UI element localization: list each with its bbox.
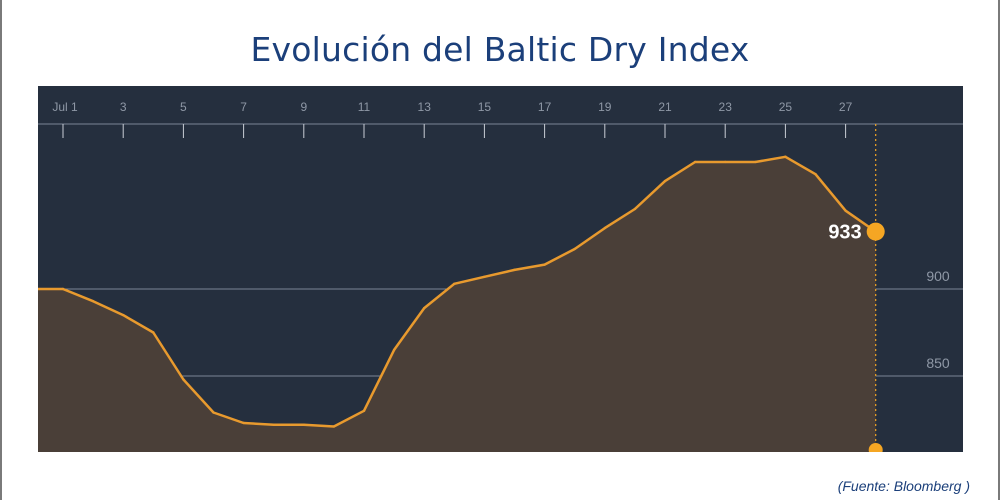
x-position-marker [868, 443, 883, 452]
data-point [91, 299, 95, 303]
current-value-marker [866, 222, 885, 241]
data-point [362, 409, 366, 412]
data-point [453, 282, 456, 285]
x-tick-label: 25 [779, 100, 793, 114]
x-tick-label: 19 [598, 100, 612, 114]
data-point [272, 423, 275, 426]
data-point [332, 425, 336, 428]
x-tick-label: 17 [538, 100, 552, 114]
data-point [724, 160, 727, 164]
x-tick-label: 15 [478, 100, 492, 114]
data-point [242, 421, 245, 425]
series-area [38, 156, 876, 452]
data-point [573, 247, 576, 251]
data-point [122, 313, 125, 317]
y-tick-label: 850 [926, 355, 950, 371]
data-point [663, 179, 667, 183]
data-point [633, 207, 637, 211]
data-point [513, 268, 516, 272]
chart-title: Evolución del Baltic Dry Index [250, 30, 750, 69]
x-tick-label: 27 [839, 100, 853, 114]
data-point [423, 306, 426, 310]
x-tick-label: 13 [418, 100, 432, 114]
data-point [814, 172, 817, 176]
data-point [693, 160, 697, 164]
x-tick-label: 5 [180, 100, 187, 114]
baltic-dry-index-chart: Jul 1 3 5 7 9 11 13 15 17 19 21 23 25 27 850 900 933 [38, 86, 963, 452]
current-value-label: 933 [828, 222, 861, 244]
data-point [784, 155, 787, 158]
data-point [754, 160, 757, 164]
data-point [152, 331, 155, 334]
x-tick-label: 23 [719, 100, 733, 114]
x-tick-label: 3 [120, 100, 127, 114]
data-point [212, 411, 215, 414]
y-tick-label: 900 [926, 268, 950, 284]
data-point [302, 423, 305, 426]
x-tick-label: 21 [658, 100, 672, 114]
data-point [844, 209, 847, 212]
x-tick-label: 11 [358, 100, 371, 114]
data-point [603, 226, 606, 230]
x-tick-label: 9 [300, 100, 307, 114]
data-point [61, 287, 65, 291]
data-point [392, 348, 396, 352]
data-point [483, 275, 486, 279]
source-note: (Fuente: Bloomberg ) [837, 478, 970, 494]
data-point [182, 378, 185, 381]
x-tick-label: 7 [240, 100, 247, 114]
x-tick-label: Jul 1 [52, 100, 78, 114]
data-point [543, 263, 546, 266]
